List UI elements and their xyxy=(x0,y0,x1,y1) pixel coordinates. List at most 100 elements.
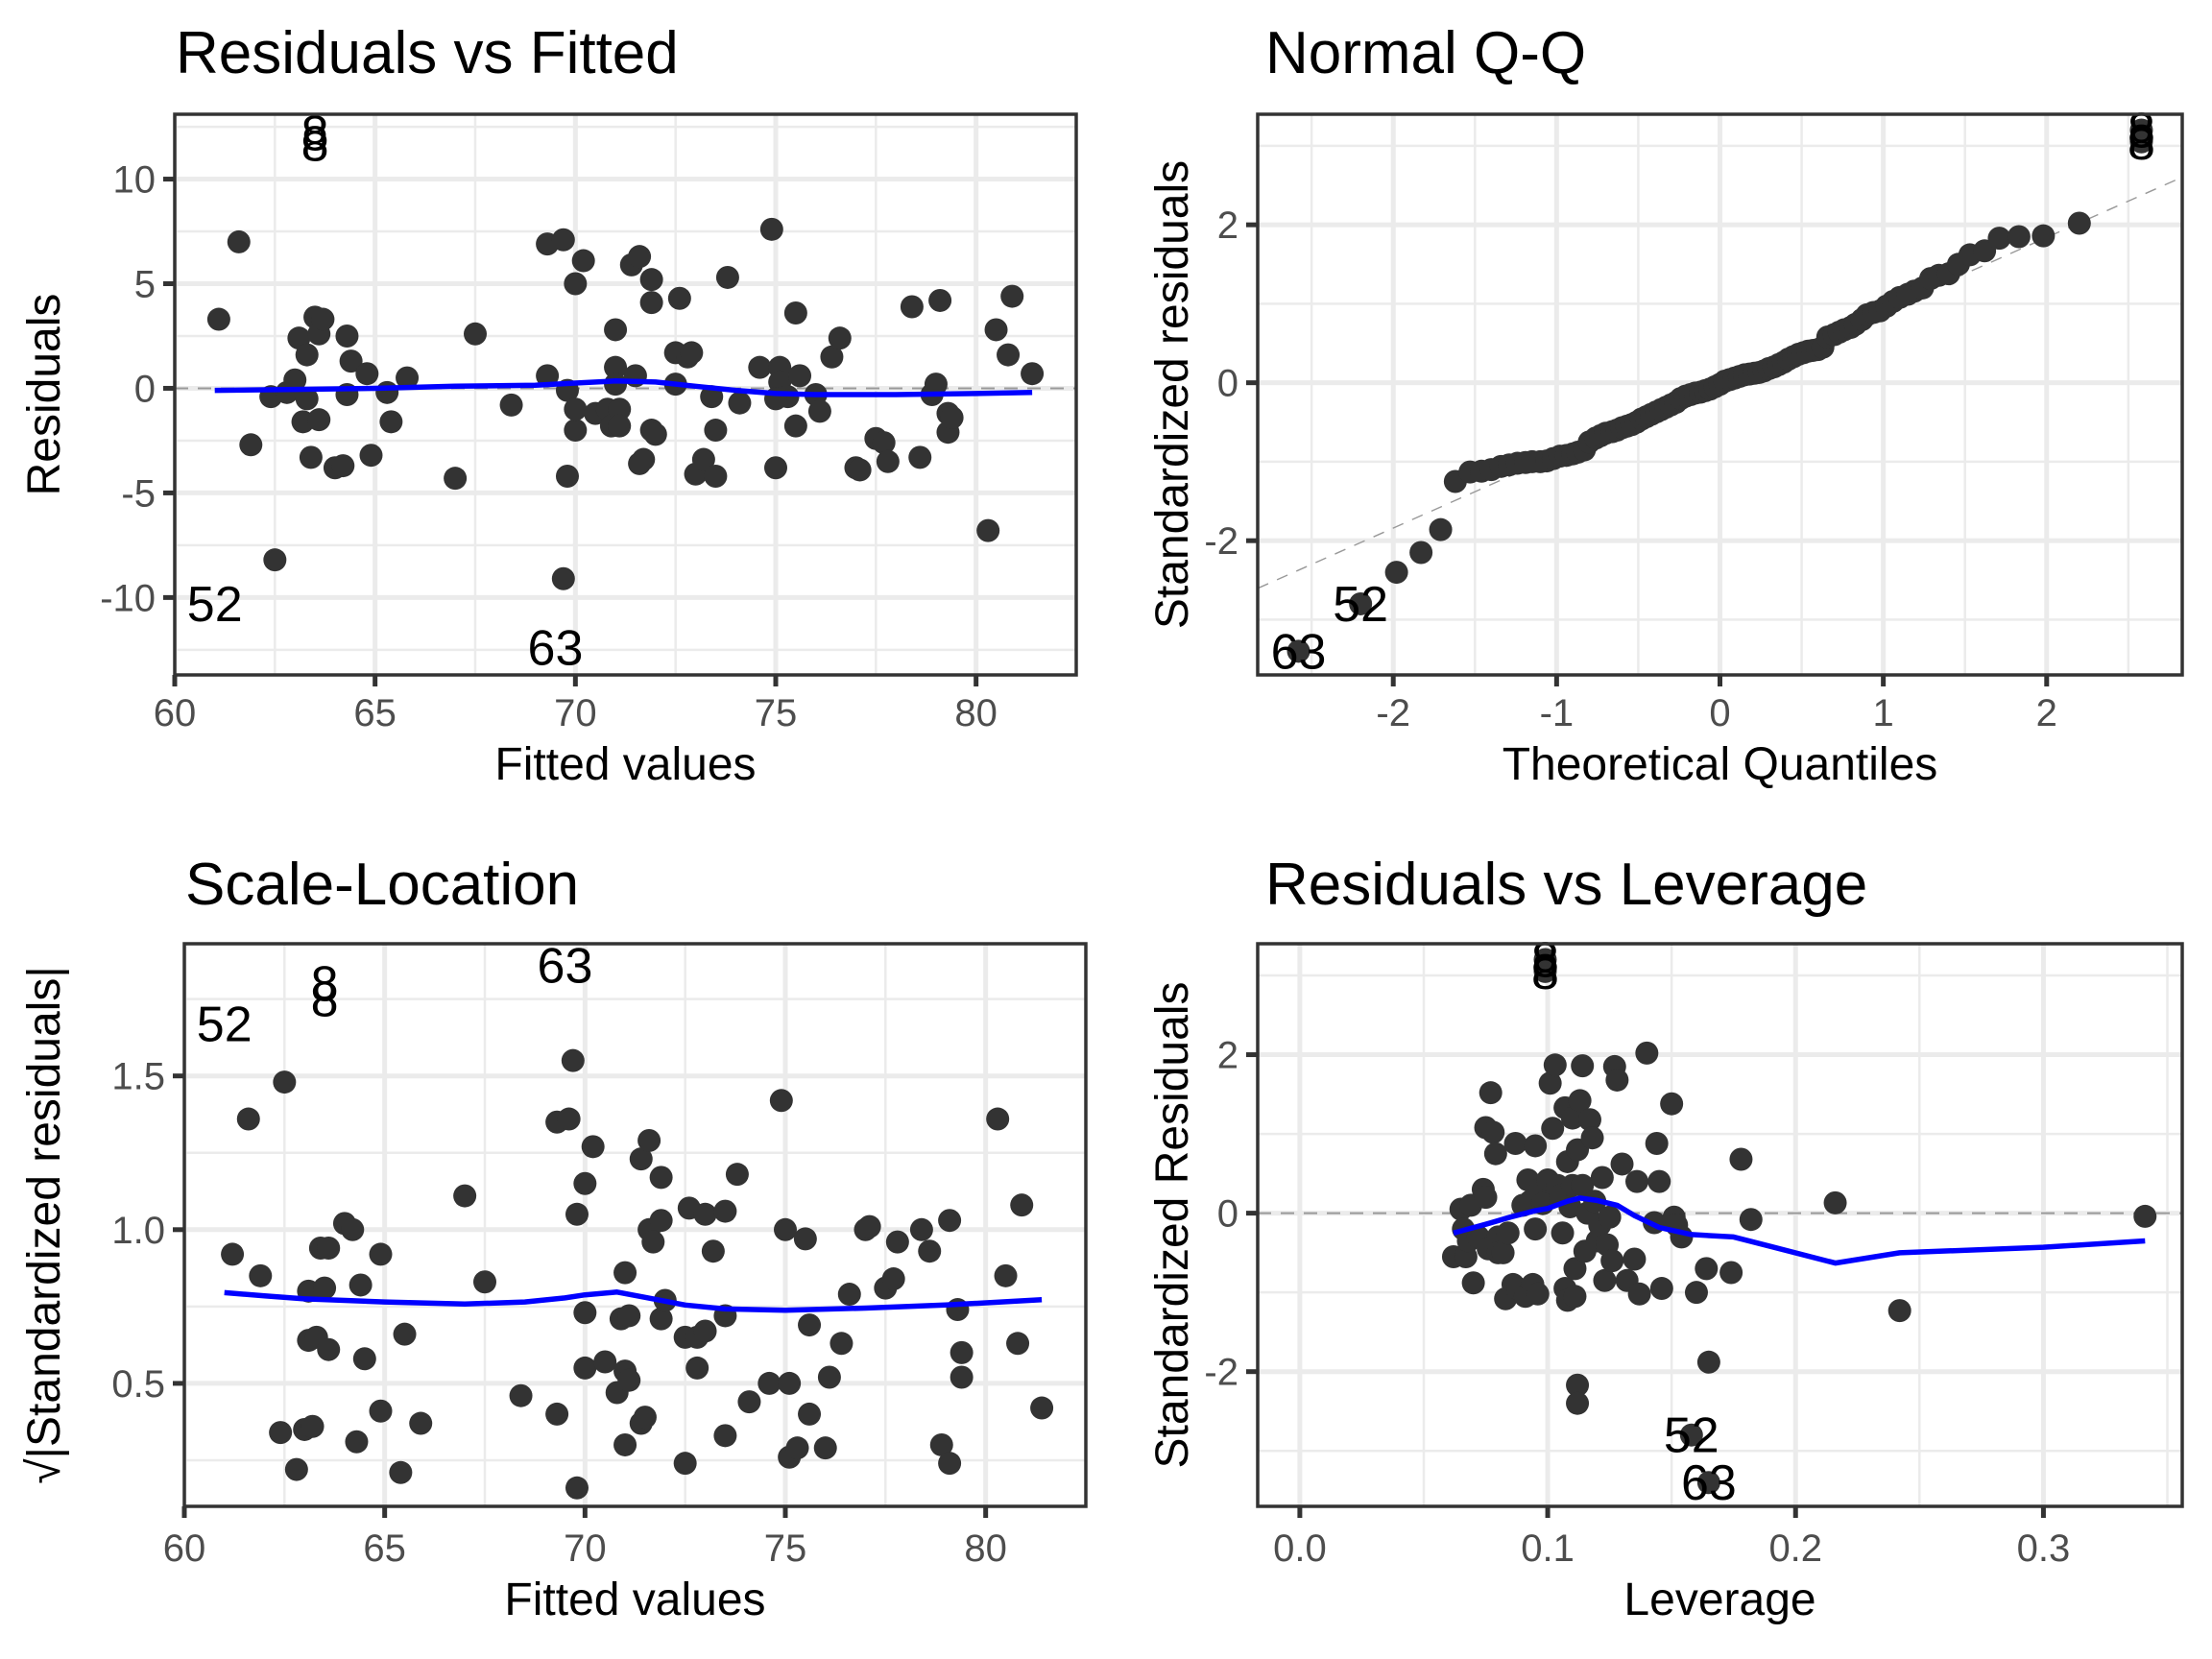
data-point xyxy=(876,449,900,473)
y-tick-label: 5 xyxy=(134,264,156,306)
data-point xyxy=(1719,1261,1743,1285)
data-point xyxy=(857,1214,881,1238)
x-tick-label: 80 xyxy=(954,692,998,734)
plot-area xyxy=(1258,948,2182,1495)
data-point xyxy=(793,1227,817,1251)
data-point xyxy=(837,1283,861,1307)
x-tick-label: 60 xyxy=(163,1527,206,1570)
data-point xyxy=(1684,1281,1708,1305)
data-point xyxy=(1349,591,1373,615)
data-point xyxy=(639,291,663,315)
data-point xyxy=(798,1313,822,1337)
data-point xyxy=(764,456,787,480)
x-tick-label: 0.1 xyxy=(1521,1527,1575,1570)
data-point xyxy=(369,1399,393,1423)
data-point xyxy=(1409,541,1433,565)
y-tick-label: -5 xyxy=(121,472,156,515)
plot-area xyxy=(175,217,1076,590)
data-point xyxy=(1543,1053,1567,1077)
data-point xyxy=(295,343,319,367)
data-point xyxy=(1030,1396,1054,1420)
y-tick-label: -2 xyxy=(1204,1352,1238,1394)
data-point xyxy=(565,1202,589,1226)
data-point xyxy=(604,318,628,342)
data-point xyxy=(573,1171,597,1195)
x-tick-label: 1 xyxy=(1873,692,1894,734)
data-point xyxy=(713,1424,737,1448)
data-point xyxy=(608,397,632,421)
data-point xyxy=(1635,1041,1659,1065)
data-point xyxy=(1429,517,1453,541)
data-point xyxy=(573,1301,597,1325)
data-point xyxy=(564,397,588,421)
smooth-trend-line xyxy=(214,378,1033,397)
data-point xyxy=(813,1436,837,1460)
data-point xyxy=(704,464,728,488)
data-point xyxy=(1571,1173,1595,1197)
data-point xyxy=(1483,1142,1507,1166)
y-tick-label: -2 xyxy=(1204,520,1238,563)
data-point xyxy=(1679,1423,1703,1447)
data-point xyxy=(807,399,831,423)
data-point xyxy=(227,229,251,253)
data-point xyxy=(409,1411,433,1435)
data-point xyxy=(788,364,812,388)
data-point xyxy=(1590,1166,1614,1190)
point-label-8: 8 xyxy=(1531,945,1559,1000)
data-point xyxy=(444,467,468,491)
data-point xyxy=(848,458,872,482)
data-point xyxy=(757,1371,781,1395)
y-axis-label: Standardized residuals xyxy=(1147,160,1198,629)
x-tick-label: 2 xyxy=(2036,692,2057,734)
data-point xyxy=(649,1307,673,1331)
data-point xyxy=(613,1261,637,1285)
data-point xyxy=(1563,1257,1587,1281)
y-tick-label: 1.5 xyxy=(111,1056,165,1098)
data-point xyxy=(317,1237,341,1261)
panel-title: Residuals vs Fitted xyxy=(176,20,679,86)
x-tick-label: 70 xyxy=(554,692,597,734)
plot-frame xyxy=(1256,942,2184,1508)
data-point xyxy=(565,1476,589,1500)
data-point xyxy=(396,366,420,390)
data-point xyxy=(1887,1299,1911,1323)
data-point xyxy=(1010,1193,1034,1217)
data-point xyxy=(307,408,331,432)
data-point xyxy=(551,228,575,252)
data-point xyxy=(1533,948,1557,972)
data-point xyxy=(1384,561,1408,585)
data-point xyxy=(499,393,523,417)
data-point xyxy=(299,445,323,469)
data-point xyxy=(759,217,783,241)
x-tick-label: 0 xyxy=(1709,692,1730,734)
data-point xyxy=(639,268,663,292)
data-point xyxy=(1021,362,1045,386)
point-label-8: 8 xyxy=(311,973,339,1028)
data-point xyxy=(1566,1373,1590,1397)
data-point xyxy=(828,326,852,350)
data-point xyxy=(1647,1169,1671,1193)
data-point xyxy=(283,368,307,392)
point-label-63: 63 xyxy=(1271,624,1327,680)
point-label-63: 63 xyxy=(538,938,593,994)
data-point xyxy=(633,1406,657,1430)
data-point xyxy=(938,1452,962,1476)
data-point xyxy=(1541,1117,1565,1141)
data-point xyxy=(783,301,807,325)
x-tick-label: 0.2 xyxy=(1768,1527,1822,1570)
point-label-8: 8 xyxy=(1531,933,1559,989)
data-point xyxy=(680,341,704,365)
data-point xyxy=(950,1340,974,1364)
data-point xyxy=(2032,224,2056,248)
data-point xyxy=(748,355,772,379)
data-point xyxy=(551,566,575,590)
point-label-63: 63 xyxy=(528,621,584,677)
data-point xyxy=(593,1350,617,1374)
y-tick-label: 10 xyxy=(113,159,156,202)
data-point xyxy=(1695,1257,1719,1281)
data-point xyxy=(369,1242,393,1266)
data-point xyxy=(701,1239,725,1263)
data-point xyxy=(581,1135,605,1159)
